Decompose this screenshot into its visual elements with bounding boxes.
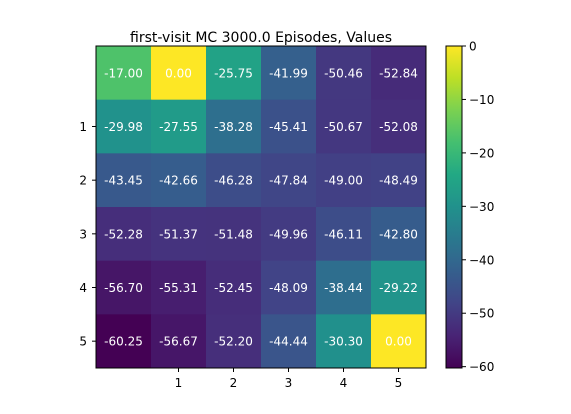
heatmap-cell-r1-c2 xyxy=(206,99,262,154)
cell-label-r5-c0: -60.25 xyxy=(104,335,143,349)
heatmap-cell-r2-c3 xyxy=(261,153,317,208)
cell-label-r0-c5: -52.84 xyxy=(379,66,418,80)
heatmap-cell-r1-c5 xyxy=(371,99,427,154)
cell-label-r5-c5: 0.00 xyxy=(385,335,412,349)
cell-label-r3-c1: -51.37 xyxy=(159,227,198,241)
y-tick-label: 5 xyxy=(79,335,87,349)
heatmap-cell-r3-c1 xyxy=(151,207,207,262)
y-tick-label: 3 xyxy=(79,227,87,241)
cell-label-r3-c2: -51.48 xyxy=(214,227,253,241)
heatmap-cell-r0-c1 xyxy=(151,46,207,101)
heatmap-cell-r5-c4 xyxy=(316,314,372,369)
heatmap-cell-r3-c5 xyxy=(371,207,427,262)
cell-label-r1-c1: -27.55 xyxy=(159,120,198,134)
y-tick-label: 2 xyxy=(79,174,87,188)
heatmap-cell-r5-c0 xyxy=(96,314,152,369)
heatmap-cell-r0-c2 xyxy=(206,46,262,101)
heatmap-cell-r0-c0 xyxy=(96,46,152,101)
cell-label-r1-c5: -52.08 xyxy=(379,120,418,134)
colorbar-tick-label: −10 xyxy=(469,93,494,107)
y-tick-label: 4 xyxy=(79,281,87,295)
heatmap-cell-r1-c0 xyxy=(96,99,152,154)
cell-label-r2-c2: -46.28 xyxy=(214,174,253,188)
cell-label-r4-c0: -56.70 xyxy=(104,281,143,295)
heatmap-cell-r2-c1 xyxy=(151,153,207,208)
heatmap-cell-r1-c3 xyxy=(261,99,317,154)
cell-label-r5-c1: -56.67 xyxy=(159,335,198,349)
cell-label-r4-c5: -29.22 xyxy=(379,281,418,295)
cell-label-r1-c0: -29.98 xyxy=(104,120,143,134)
heatmap-cell-r4-c3 xyxy=(261,260,317,315)
plot-frame xyxy=(95,45,427,369)
x-tick-label: 1 xyxy=(175,376,183,390)
cell-label-r4-c1: -55.31 xyxy=(159,281,198,295)
heatmap-cell-r1-c1 xyxy=(151,99,207,154)
colorbar-bar xyxy=(445,45,463,369)
heatmap-cell-r3-c2 xyxy=(206,207,262,262)
cell-label-r3-c0: -52.28 xyxy=(104,227,143,241)
y-tick-label: 1 xyxy=(79,120,87,134)
cell-label-r2-c0: -43.45 xyxy=(104,174,143,188)
heatmap-cell-r2-c2 xyxy=(206,153,262,208)
heatmap-cell-r2-c5 xyxy=(371,153,427,208)
heatmap-cell-r0-c5 xyxy=(371,46,427,101)
heatmap-cell-r0-c3 xyxy=(261,46,317,101)
x-tick-label: 2 xyxy=(230,376,238,390)
heatmap-cell-r5-c3 xyxy=(261,314,317,369)
colorbar: 0 −10 −20 −30 −40 −50 −60 xyxy=(445,40,494,374)
heatmap-cell-labels: -17.00 0.00 -25.75 -41.99 -50.46 -52.84 -29.98… xyxy=(104,66,418,348)
colorbar-tick-label: −40 xyxy=(469,253,494,267)
cell-label-r4-c2: -52.45 xyxy=(214,281,253,295)
heatmap-cell-r2-c0 xyxy=(96,153,152,208)
cell-label-r5-c4: -30.30 xyxy=(324,335,363,349)
heatmap-cell-r5-c1 xyxy=(151,314,207,369)
cell-label-r0-c4: -50.46 xyxy=(324,66,363,80)
cell-label-r0-c1: 0.00 xyxy=(165,66,192,80)
cell-label-r4-c3: -48.09 xyxy=(269,281,308,295)
cell-label-r4-c4: -38.44 xyxy=(324,281,363,295)
cell-label-r2-c4: -49.00 xyxy=(324,174,363,188)
cell-label-r2-c3: -47.84 xyxy=(269,174,308,188)
cell-label-r0-c2: -25.75 xyxy=(214,66,253,80)
colorbar-tick-label: −30 xyxy=(469,200,494,214)
cell-label-r2-c1: -42.66 xyxy=(159,174,198,188)
heatmap-cell-r4-c4 xyxy=(316,260,372,315)
cell-label-r1-c4: -50.67 xyxy=(324,120,363,134)
cell-label-r5-c3: -44.44 xyxy=(269,335,308,349)
chart-title: first-visit MC 3000.0 Episodes, Values xyxy=(130,30,392,46)
heatmap-cell-r3-c4 xyxy=(316,207,372,262)
cell-label-r3-c3: -49.96 xyxy=(269,227,308,241)
colorbar-tick-label: 0 xyxy=(469,40,477,54)
heatmap-cell-r0-c4 xyxy=(316,46,372,101)
colorbar-tick-label: −60 xyxy=(469,360,494,374)
heatmap-cell-r4-c1 xyxy=(151,260,207,315)
x-tick-label: 3 xyxy=(285,376,293,390)
heatmap-cell-r4-c2 xyxy=(206,260,262,315)
cell-label-r5-c2: -52.20 xyxy=(214,335,253,349)
heatmap-cell-r5-c5 xyxy=(371,314,427,369)
x-tick-label: 5 xyxy=(395,376,403,390)
cell-label-r0-c0: -17.00 xyxy=(104,66,143,80)
x-tick-label: 4 xyxy=(340,376,348,390)
heatmap-cell-r5-c2 xyxy=(206,314,262,369)
cell-label-r2-c5: -48.49 xyxy=(379,174,418,188)
heatmap-cells xyxy=(96,46,427,369)
heatmap-cell-r3-c3 xyxy=(261,207,317,262)
cell-label-r0-c3: -41.99 xyxy=(269,66,308,80)
heatmap-cell-r4-c5 xyxy=(371,260,427,315)
colorbar-tick-label: −20 xyxy=(469,146,494,160)
heatmap-cell-r2-c4 xyxy=(316,153,372,208)
cell-label-r1-c3: -45.41 xyxy=(269,120,308,134)
cell-label-r3-c4: -46.11 xyxy=(324,227,363,241)
heatmap-cell-r3-c0 xyxy=(96,207,152,262)
heatmap-cell-r1-c4 xyxy=(316,99,372,154)
y-axis-ticks: 1 2 3 4 5 xyxy=(79,120,96,349)
cell-label-r3-c5: -42.80 xyxy=(379,227,418,241)
heatmap-cell-r4-c0 xyxy=(96,260,152,315)
cell-label-r1-c2: -38.28 xyxy=(214,120,253,134)
colorbar-tick-label: −50 xyxy=(469,307,494,321)
x-axis-ticks: 1 2 3 4 5 xyxy=(175,368,403,390)
